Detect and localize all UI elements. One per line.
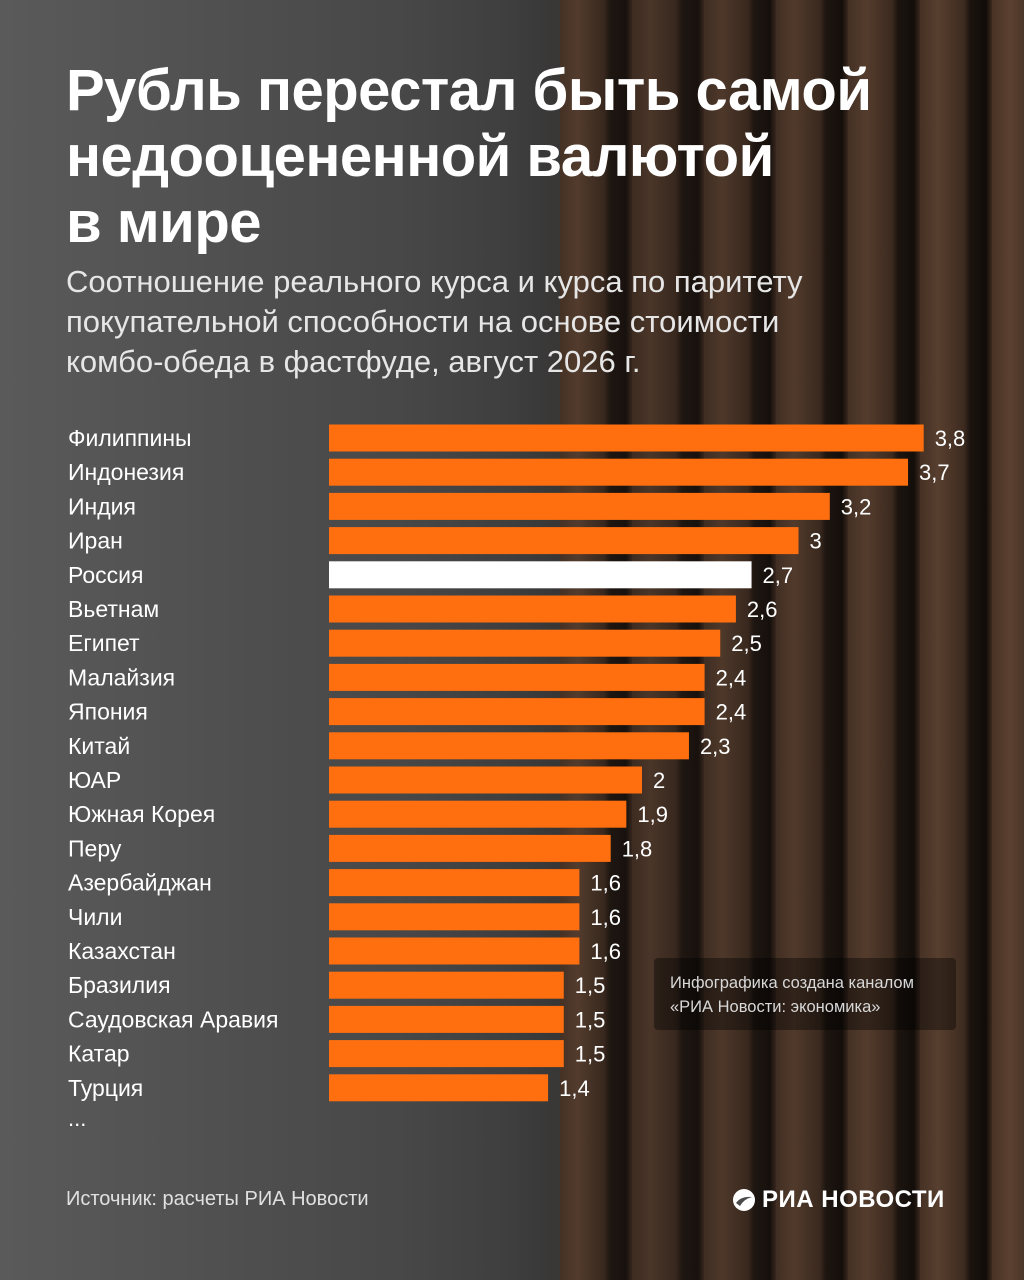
bar — [329, 458, 909, 486]
bar — [329, 903, 580, 931]
bar — [329, 1074, 549, 1102]
bar — [329, 629, 721, 657]
value-label: 1,9 — [637, 802, 668, 827]
value-label: 1,6 — [590, 871, 621, 896]
page-title: Рубль перестал быть самой недооцененной … — [66, 58, 872, 255]
category-label: Вьетнам — [68, 596, 159, 622]
value-label: 1,6 — [590, 939, 621, 964]
value-label: 2,4 — [716, 665, 747, 690]
value-label: 2,6 — [747, 597, 778, 622]
category-label: Бразилия — [68, 972, 171, 998]
category-label: Китай — [68, 733, 130, 759]
ria-logo: РИА НОВОСТИ — [732, 1185, 945, 1215]
value-label: 2,7 — [763, 563, 794, 588]
category-label: Россия — [68, 562, 143, 588]
value-label: 1,4 — [559, 1076, 590, 1101]
bar — [329, 869, 580, 897]
bar — [329, 698, 705, 726]
value-label: 3,7 — [919, 460, 950, 485]
value-label: 2,3 — [700, 734, 731, 759]
value-label: 1,8 — [622, 836, 653, 861]
category-label: Казахстан — [68, 938, 176, 964]
value-label: 2 — [653, 768, 665, 793]
value-label: 3 — [810, 529, 822, 554]
category-label: Турция — [68, 1075, 143, 1101]
bar — [329, 1040, 564, 1068]
category-label: Чили — [68, 904, 122, 930]
bar — [329, 800, 627, 828]
value-label: 3,2 — [841, 494, 872, 519]
bar — [329, 1005, 564, 1033]
category-label: Иран — [68, 528, 123, 554]
credit-box: Инфографика создана каналом «РИА Новости… — [654, 958, 956, 1030]
category-label: Индонезия — [68, 459, 184, 485]
ria-logo-icon — [733, 1189, 755, 1211]
category-label: Азербайджан — [68, 870, 212, 896]
bar — [329, 424, 924, 452]
bar — [329, 766, 642, 794]
value-label: 2,5 — [731, 631, 762, 656]
value-label: 2,4 — [716, 700, 747, 725]
category-label: Египет — [68, 630, 140, 656]
bar — [329, 595, 736, 623]
bar — [329, 971, 564, 999]
category-label: Малайзия — [68, 664, 175, 690]
bar — [329, 834, 611, 862]
page-subtitle: Соотношение реального курса и курса по п… — [66, 264, 803, 379]
bar — [329, 663, 705, 691]
category-label: Саудовская Аравия — [68, 1006, 278, 1032]
value-label: 3,8 — [935, 426, 966, 451]
category-label: Филиппины — [68, 425, 192, 451]
bar — [329, 527, 799, 555]
value-label: 1,5 — [575, 1042, 606, 1067]
category-label: ЮАР — [68, 767, 121, 793]
logo-text: РИА НОВОСТИ — [762, 1186, 945, 1213]
category-label: Катар — [68, 1041, 130, 1067]
category-label: Перу — [68, 835, 122, 861]
value-label: 1,5 — [575, 973, 606, 998]
category-label: Южная Корея — [68, 801, 215, 827]
category-label: Япония — [68, 699, 148, 725]
bar-highlight — [329, 561, 752, 589]
value-label: 1,5 — [575, 1007, 606, 1032]
truncation-marker: ... — [68, 1106, 87, 1131]
category-label: Индия — [68, 493, 136, 519]
bar — [329, 492, 830, 520]
source-note: Источник: расчеты РИА Новости — [66, 1188, 369, 1210]
bar — [329, 732, 689, 760]
bar — [329, 937, 580, 965]
value-label: 1,6 — [590, 905, 621, 930]
